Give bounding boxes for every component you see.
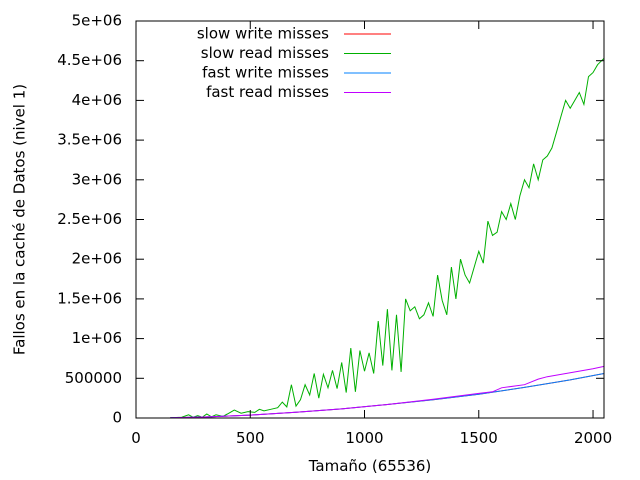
x-tick-label: 1500 — [460, 429, 498, 447]
series-line-slow-read-misses — [170, 57, 605, 419]
x-tick-label: 1000 — [345, 429, 383, 447]
series-line-fast-read-misses — [170, 365, 605, 419]
x-tick-label: 2000 — [574, 429, 612, 447]
y-tick-label: 1e+06 — [72, 329, 122, 347]
y-tick-label: 0 — [112, 409, 122, 427]
x-axis-label: Tamaño (65536) — [308, 457, 432, 475]
legend-entry-label: fast write misses — [202, 64, 329, 82]
legend-entry-label: fast read misses — [206, 83, 329, 101]
ticks-layer: 0 500000 1e+06 1.5e+06 2e+06 2.5e+06 3e+06 3.5e… — [57, 12, 612, 448]
y-tick-label: 500000 — [65, 369, 122, 387]
y-tick-label: 1.5e+06 — [57, 289, 122, 307]
y-tick-label: 4e+06 — [72, 91, 122, 109]
y-tick-label: 3e+06 — [72, 170, 122, 188]
x-tick-label: 500 — [236, 429, 265, 447]
y-tick-label: 5e+06 — [72, 12, 122, 30]
y-axis-label: Fallos en la caché de Datos (nivel 1) — [11, 84, 29, 355]
legend-entry-label: slow write misses — [197, 25, 329, 43]
y-tick-label: 2.5e+06 — [57, 210, 122, 228]
legend-entry-label: slow read misses — [201, 44, 329, 62]
y-tick-label: 4.5e+06 — [57, 51, 122, 69]
x-tick-label: 0 — [131, 429, 141, 447]
y-tick-label: 2e+06 — [72, 250, 122, 268]
series-layer — [170, 57, 605, 419]
y-tick-label: 3.5e+06 — [57, 131, 122, 149]
